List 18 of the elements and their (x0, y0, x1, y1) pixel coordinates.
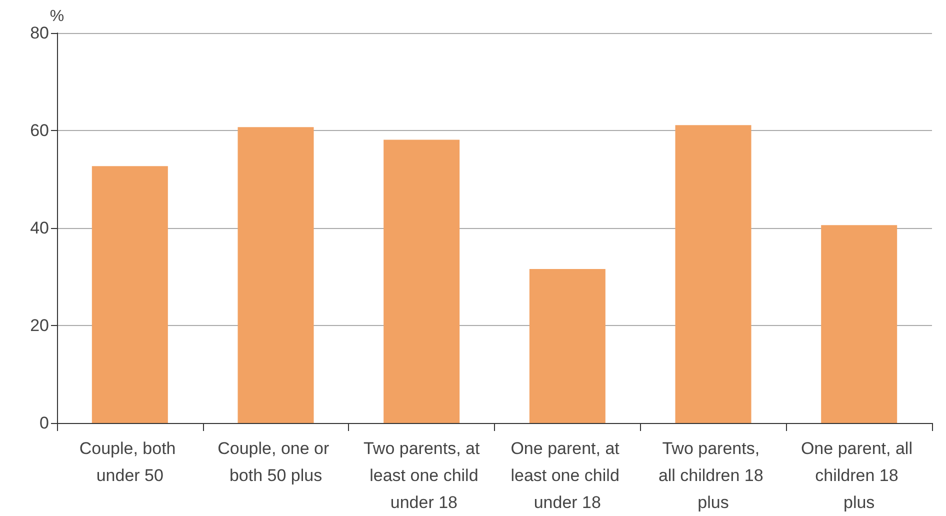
y-tick-label: 40 (30, 218, 49, 238)
x-tick-label: One parent, at least one child under 18 (510, 439, 624, 512)
x-tick-label: Two parents, at least one child under 18 (363, 439, 480, 512)
x-tick-label: One parent, all children 18 plus (800, 439, 918, 512)
y-tick-label: 60 (30, 121, 49, 140)
y-tick-label: 80 (30, 24, 49, 42)
bar (238, 127, 314, 423)
x-tick-label: Couple, both under 50 (79, 439, 180, 485)
x-tick-label: Couple, one or both 50 plus (218, 439, 334, 485)
y-tick-label: 0 (40, 414, 49, 432)
bar (384, 140, 460, 423)
bar (821, 225, 898, 423)
bar (92, 166, 168, 423)
y-tick-label: 20 (30, 316, 49, 335)
y-axis-title: % (50, 8, 64, 26)
bar (675, 125, 752, 423)
bar (529, 268, 606, 423)
x-tick-label: Two parents, all children 18 plus (658, 439, 768, 512)
